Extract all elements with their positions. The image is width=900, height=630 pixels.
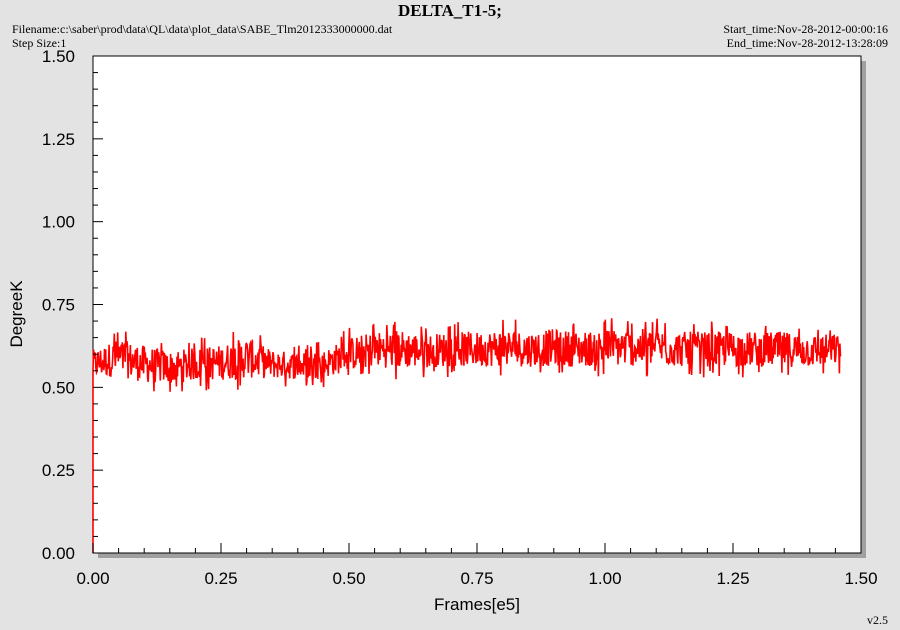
x-tick-label: 0.25 (204, 569, 237, 588)
x-tick-label: 0.00 (76, 569, 109, 588)
y-tick-label: 0.25 (42, 461, 75, 480)
x-tick-label: 1.50 (844, 569, 877, 588)
y-tick-label: 1.50 (42, 47, 75, 66)
x-axis-title: Frames[e5] (434, 595, 520, 614)
version-label: v2.5 (867, 613, 888, 627)
start-time-label: Start_time:Nov-28-2012-00:00:16 (723, 22, 888, 36)
filename-label: Filename:c:\saber\prod\data\QL\data\plot… (12, 22, 393, 36)
chart-title: DELTA_T1-5; (398, 1, 502, 20)
y-tick-label: 1.00 (42, 213, 75, 232)
y-tick-label: 0.00 (42, 544, 75, 563)
plot-area (92, 55, 862, 554)
end-time-label: End_time:Nov-28-2012-13:28:09 (726, 36, 888, 50)
y-tick-label: 0.50 (42, 378, 75, 397)
series-line (92, 318, 842, 553)
step-size-label: Step Size:1 (12, 36, 67, 50)
x-tick-label: 0.50 (332, 569, 365, 588)
axes-layer: 0.00 0.25 0.50 0.75 1.00 1.25 1.50 0.00 0.25 0.50… (42, 47, 878, 588)
y-tick-label: 1.25 (42, 130, 75, 149)
x-tick-label: 0.75 (460, 569, 493, 588)
x-tick-label: 1.00 (588, 569, 621, 588)
x-tick-label: 1.25 (716, 569, 749, 588)
y-axis-title: DegreeK (7, 280, 26, 348)
y-tick-label: 0.75 (42, 296, 75, 315)
series-layer (92, 318, 842, 553)
